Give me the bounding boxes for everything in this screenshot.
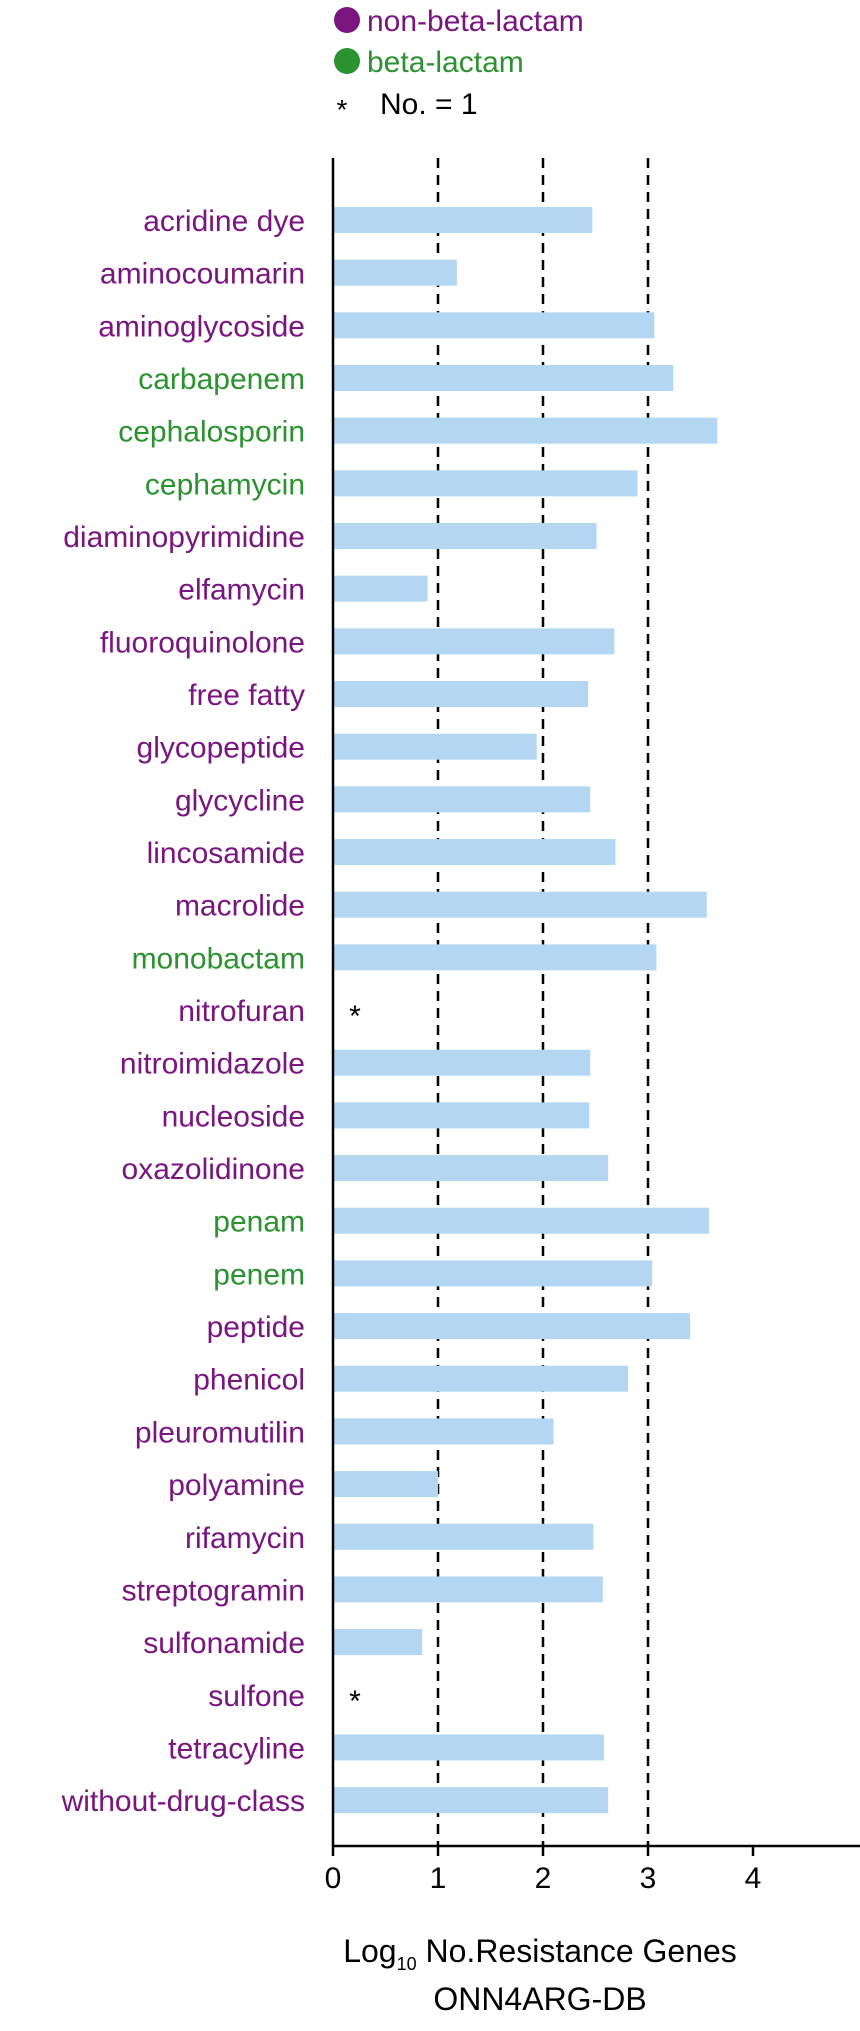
category-label-26: streptogramin — [122, 1574, 305, 1607]
category-label-12: lincosamide — [147, 837, 305, 870]
bar-16 — [333, 1049, 591, 1076]
legend-label-2: No. = 1 — [380, 88, 478, 121]
bar-10 — [333, 733, 537, 760]
bar-11 — [333, 786, 591, 813]
bar-29 — [333, 1734, 604, 1761]
legend-dot-0 — [334, 7, 360, 33]
category-label-23: pleuromutilin — [135, 1416, 305, 1449]
bar-4 — [333, 417, 718, 444]
legend: non-beta-lactam beta-lactam * No. = 1 — [334, 5, 584, 125]
bar-19 — [333, 1207, 709, 1234]
category-label-30: without-drug-class — [61, 1785, 305, 1818]
category-label-17: nucleoside — [162, 1100, 305, 1133]
x-tick-label-2: 2 — [535, 1862, 552, 1895]
bar-22 — [333, 1365, 629, 1392]
bar-8 — [333, 628, 615, 655]
category-label-16: nitroimidazole — [120, 1048, 305, 1081]
category-label-29: tetracyline — [168, 1732, 305, 1765]
single-marker-28: * — [349, 1685, 361, 1718]
category-label-5: cephamycin — [145, 468, 305, 501]
bar-3 — [333, 365, 674, 392]
x-tick-label-3: 3 — [640, 1862, 657, 1895]
category-label-24: polyamine — [168, 1469, 305, 1502]
category-label-21: peptide — [207, 1311, 305, 1344]
bar-26 — [333, 1576, 603, 1603]
category-label-2: aminoglycoside — [98, 310, 305, 343]
bar-6 — [333, 523, 597, 550]
legend-asterisk: * — [337, 94, 348, 125]
category-label-10: glycopeptide — [137, 732, 305, 765]
x-axis-label-line1: Log10 No.Resistance Genes — [343, 1933, 737, 1974]
bar-17 — [333, 1102, 590, 1129]
category-label-3: carbapenem — [138, 363, 305, 396]
bar-0 — [333, 207, 593, 233]
bar-2 — [333, 312, 655, 339]
category-label-25: rifamycin — [185, 1522, 305, 1555]
bar-25 — [333, 1523, 594, 1550]
axes — [331, 158, 860, 1848]
category-label-15: nitrofuran — [178, 995, 305, 1028]
x-tick-label-1: 1 — [430, 1862, 447, 1895]
category-label-19: penam — [213, 1206, 305, 1239]
bar-13 — [333, 891, 707, 918]
bar-21 — [333, 1313, 690, 1340]
legend-label-1: beta-lactam — [367, 46, 524, 79]
bar-14 — [333, 944, 657, 971]
category-label-22: phenicol — [193, 1364, 305, 1397]
x-axis-label: Log10 No.Resistance Genes ONN4ARG-DB — [343, 1933, 737, 2017]
category-label-8: fluoroquinolone — [100, 626, 305, 659]
bar-27 — [333, 1629, 423, 1656]
category-label-6: diaminopyrimidine — [63, 521, 305, 554]
category-label-14: monobactam — [132, 942, 305, 975]
category-label-18: oxazolidinone — [122, 1153, 305, 1186]
category-label-28: sulfone — [208, 1680, 305, 1713]
bar-7 — [333, 575, 428, 602]
x-axis-label-subscript: 10 — [397, 1954, 417, 1974]
category-label-0: acridine dye — [143, 205, 305, 238]
category-label-11: glycycline — [175, 784, 305, 817]
bar-23 — [333, 1418, 554, 1445]
bar-5 — [333, 470, 638, 497]
bar-24 — [333, 1471, 438, 1498]
category-label-1: aminocoumarin — [100, 258, 305, 291]
bar-30 — [333, 1787, 609, 1814]
bar-1 — [333, 259, 457, 286]
bars: ** — [333, 207, 718, 1814]
category-label-4: cephalosporin — [118, 416, 305, 449]
x-ticks: 0 1 2 3 4 — [325, 1846, 762, 1895]
x-axis-label-line2: ONN4ARG-DB — [433, 1981, 646, 2017]
category-label-27: sulfonamide — [143, 1627, 305, 1660]
x-tick-label-0: 0 — [325, 1862, 342, 1895]
x-tick-label-4: 4 — [745, 1862, 762, 1895]
category-label-13: macrolide — [175, 890, 305, 923]
category-label-20: penem — [213, 1258, 305, 1291]
category-labels: acridine dye aminocoumarin aminoglycoside c… — [61, 205, 305, 1818]
x-axis-label-rest: No.Resistance Genes — [417, 1933, 737, 1969]
bar-9 — [333, 681, 589, 708]
bar-20 — [333, 1260, 653, 1287]
legend-label-0: non-beta-lactam — [367, 5, 584, 38]
bar-12 — [333, 839, 616, 866]
legend-dot-1 — [334, 48, 360, 74]
x-axis-label-log: Log — [343, 1933, 396, 1969]
category-label-9: free fatty — [188, 679, 305, 712]
bar-18 — [333, 1155, 609, 1182]
single-marker-15: * — [349, 1000, 361, 1033]
category-label-7: elfamycin — [178, 574, 305, 607]
